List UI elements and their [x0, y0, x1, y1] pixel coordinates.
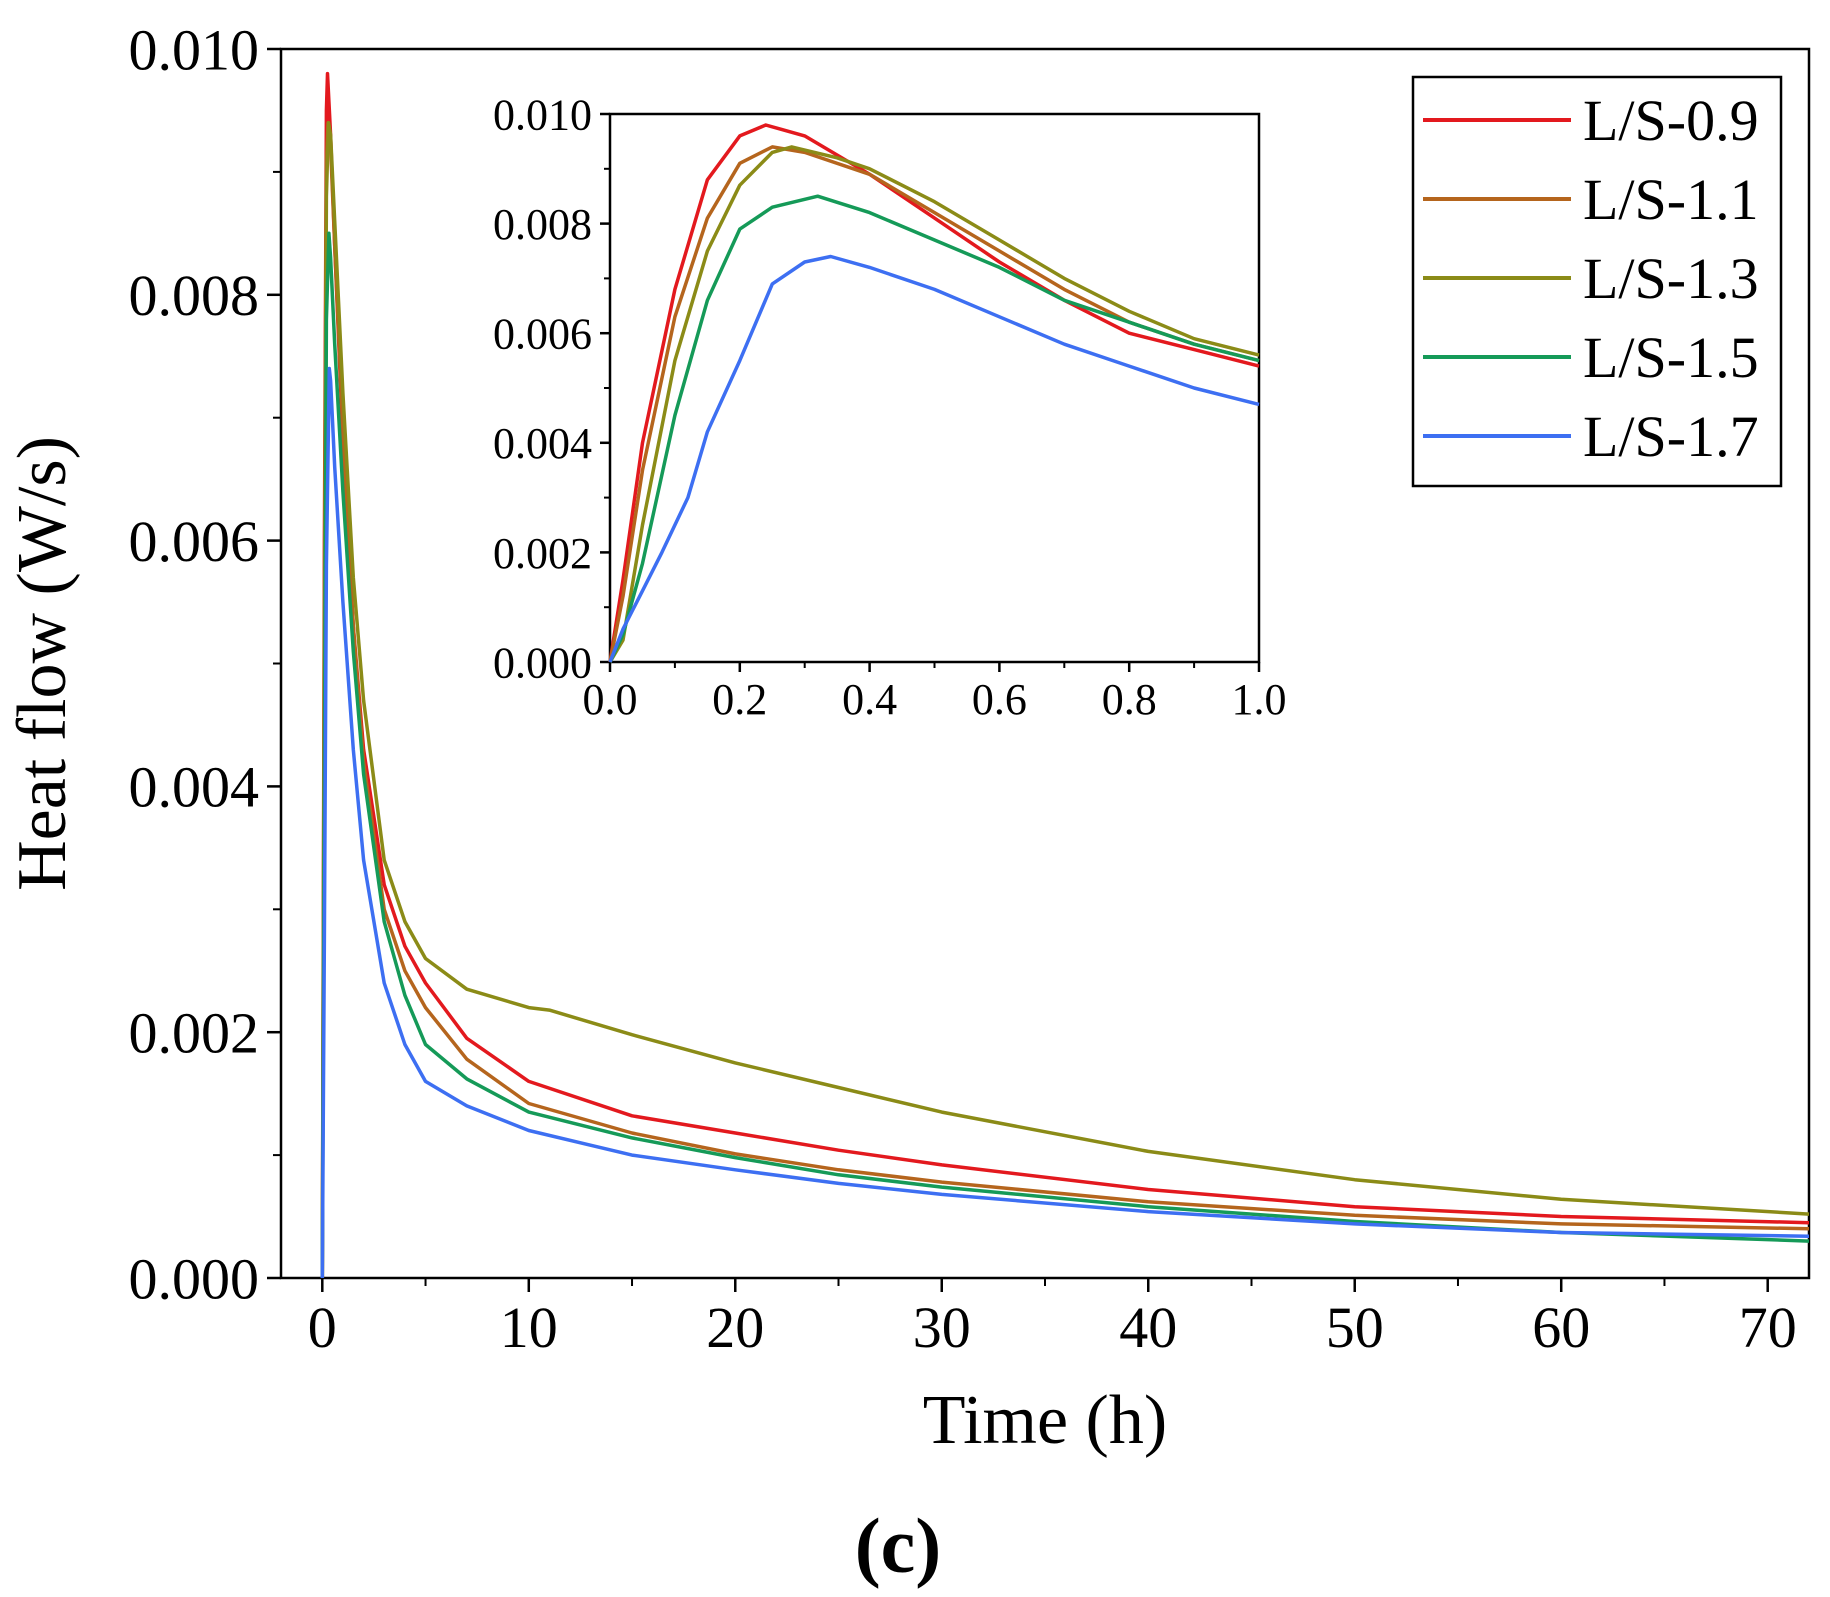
inset-y-tick-label: 0.010: [493, 90, 592, 139]
inset-x-tick-label: 0.4: [842, 675, 897, 724]
inset-chart: 0.0 0.2 0.4 0.6 0.8 1.0 0.000 0.002 0.004 0.006 0.…: [493, 90, 1287, 723]
inset-x-tick-label: 0.6: [972, 675, 1027, 724]
legend-box: [1411, 75, 1783, 488]
main-series-l-s-1-5: [320, 231, 1810, 1279]
panel-label: (c): [855, 1502, 942, 1589]
main-series-l-s-1-3: [320, 120, 1810, 1279]
inset-x-tick-label: 1.0: [1232, 675, 1287, 724]
main-x-tick-label: 0: [308, 1295, 337, 1360]
main-x-axis-label: Time (h): [923, 1382, 1167, 1459]
inset-plot-frame: [608, 112, 1261, 664]
main-y-tick-label: 0.006: [129, 509, 260, 574]
main-x-tick-label: 60: [1532, 1295, 1590, 1360]
main-y-tick-label: 0.010: [129, 17, 260, 82]
inset-y-tick-label: 0.004: [493, 419, 592, 468]
main-chart: 0 10 20 30 40 50 60 70 0.000 0.002 0.004 0.006 0.008…: [4, 17, 1811, 1459]
inset-y-tick-label: 0.000: [493, 638, 592, 687]
inset-x-tick-label: 0.2: [712, 675, 767, 724]
main-y-axis-label: Heat flow (W/s): [4, 436, 81, 891]
legend-label: L/S-1.7: [1583, 404, 1759, 469]
inset-x-tick-label: 0.0: [583, 675, 638, 724]
inset-series-l-s-1-5: [608, 194, 1260, 663]
inset-x-tick-label: 0.8: [1102, 675, 1157, 724]
inset-y-tick-label: 0.008: [493, 200, 592, 249]
inset-series-l-s-1-3: [608, 145, 1260, 663]
legend-label: L/S-1.1: [1583, 167, 1759, 232]
main-x-tick-label: 50: [1326, 1295, 1384, 1360]
inset-y-tick-label: 0.006: [493, 310, 592, 359]
legend-label: L/S-1.5: [1583, 325, 1759, 390]
main-y-tick-label: 0.004: [129, 755, 260, 820]
main-series-l-s-1-7: [320, 366, 1810, 1279]
main-x-tick-label: 10: [500, 1295, 558, 1360]
inset-series-l-s-1-7: [608, 254, 1260, 663]
main-y-tick-label: 0.000: [129, 1246, 260, 1311]
inset-y-tick-label: 0.002: [493, 529, 592, 578]
main-x-tick-label: 30: [913, 1295, 971, 1360]
main-y-tick-label: 0.002: [129, 1001, 260, 1066]
main-x-tick-label: 20: [706, 1295, 764, 1360]
main-x-tick-label: 40: [1119, 1295, 1177, 1360]
legend: L/S-0.9 L/S-1.1 L/S-1.3 L/S-1.5 L/S-1.7: [1411, 75, 1783, 488]
main-series-l-s-0-9: [320, 71, 1810, 1279]
inset-series-l-s-0-9: [608, 123, 1260, 663]
legend-label: L/S-0.9: [1583, 88, 1759, 153]
inset-series-l-s-1-1: [608, 145, 1260, 663]
main-y-tick-label: 0.008: [129, 263, 260, 328]
legend-label: L/S-1.3: [1583, 246, 1759, 311]
main-x-tick-label: 70: [1739, 1295, 1797, 1360]
